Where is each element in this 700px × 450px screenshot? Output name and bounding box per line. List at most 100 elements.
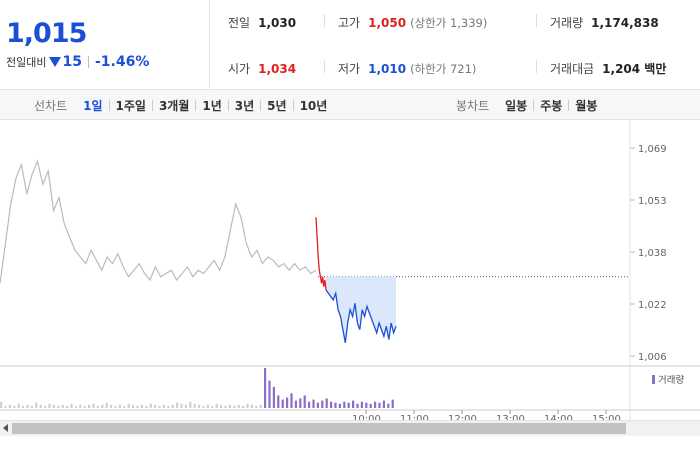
stat-value: 1,204 백만 [602, 62, 667, 76]
volume-bar [171, 404, 174, 408]
stat-label: 거래대금 [550, 62, 595, 76]
stat-label: 시가 [228, 62, 251, 76]
line-chart-tabs: 선차트 1일 1주일 3개월 1년 3년 5년 10년 [34, 90, 333, 120]
volume-bar [44, 405, 47, 408]
volume-bar [237, 404, 240, 408]
volume-bar [92, 403, 95, 408]
x-tick-label: 15:00 [592, 414, 621, 420]
volume-bar [387, 403, 390, 408]
volume-bar [374, 401, 377, 408]
stat-amount: 거래대금 1,204 백만 [550, 60, 666, 77]
stat-note: (상한가 1,339) [410, 16, 488, 30]
volume-bar [303, 395, 306, 408]
stat-value: 1,034 [258, 62, 297, 76]
volume-bar [17, 403, 20, 408]
volume-bar [193, 403, 196, 408]
volume-bar [255, 405, 258, 408]
stat-label: 전일 [228, 16, 251, 30]
range-tab[interactable]: 1주일 [115, 98, 146, 113]
x-tick-label: 14:00 [544, 414, 573, 420]
volume-bar [259, 404, 262, 408]
volume-bar [246, 403, 249, 408]
y-tick-label: 1,053 [638, 196, 667, 207]
stat-value: 1,174,838 [591, 16, 659, 30]
divider [533, 99, 535, 111]
scroll-left-icon[interactable] [3, 424, 8, 432]
volume-bar [220, 404, 223, 408]
volume-bar [105, 402, 108, 408]
today-up-series [315, 217, 327, 291]
previous-day-series [0, 159, 317, 284]
volume-bar [215, 403, 218, 408]
volume-bar [184, 404, 187, 408]
volume-bar [334, 402, 337, 408]
intraday-chart[interactable]: 1,069 1,053 1,038 1,022 1,006 거래량 10:00 11:00 12… [0, 120, 700, 420]
divider [536, 14, 537, 27]
volume-bar [308, 401, 311, 408]
divider [108, 99, 110, 111]
divider [292, 99, 294, 111]
volume-bar [228, 404, 231, 408]
divider [151, 99, 153, 111]
volume-bar [61, 404, 64, 408]
current-price: 1,015 [6, 18, 87, 49]
quote-header: 1,015 전일대비 15 -1.46% 전일 1,030 고가 1,050 (… [0, 0, 700, 90]
volume-bar [8, 404, 11, 408]
volume-bar [189, 401, 192, 408]
y-tick-label: 1,038 [638, 248, 667, 259]
stat-label: 고가 [338, 16, 361, 30]
range-tab[interactable]: 5년 [267, 98, 287, 113]
volume-bar [132, 404, 135, 408]
volume-bar [330, 401, 333, 408]
decline-area [326, 276, 396, 343]
volume-legend-label: 거래량 [658, 374, 684, 386]
volume-bar [83, 405, 86, 408]
volume-bar [176, 402, 179, 408]
volume-bar [369, 403, 372, 408]
volume-bar [272, 386, 275, 408]
volume-bar [4, 405, 7, 408]
volume-bar [321, 400, 324, 408]
volume-bar [264, 368, 267, 408]
candle-tab[interactable]: 일봉 [505, 98, 528, 113]
x-tick-label: 12:00 [448, 414, 477, 420]
volume-bar [136, 405, 139, 408]
volume-bar [26, 404, 29, 408]
range-tab[interactable]: 1일 [83, 98, 103, 113]
volume-bar [118, 404, 121, 408]
stat-open: 시가 1,034 [228, 60, 296, 77]
volume-bar [299, 398, 302, 408]
volume-bar [96, 405, 99, 408]
candle-tab[interactable]: 월봉 [575, 98, 598, 113]
candle-chart-title: 봉차트 [456, 98, 490, 113]
y-tick-label: 1,069 [638, 144, 667, 155]
volume-bar [74, 405, 77, 408]
volume-bar [250, 404, 253, 408]
range-tab[interactable]: 10년 [299, 98, 328, 113]
candle-tab[interactable]: 주봉 [540, 98, 563, 113]
range-tab[interactable]: 3년 [234, 98, 255, 113]
volume-bar [101, 404, 104, 408]
range-tab[interactable]: 1년 [202, 98, 222, 113]
volume-bar [88, 404, 91, 408]
x-tick-label: 10:00 [352, 414, 381, 420]
range-tab[interactable]: 3개월 [158, 98, 190, 113]
y-tick-label: 1,006 [638, 352, 667, 363]
scroll-thumb[interactable] [12, 423, 626, 434]
volume-bar [140, 404, 143, 408]
volume-bar [206, 404, 209, 408]
stat-value: 1,050 [368, 16, 407, 30]
stat-value: 1,010 [368, 62, 407, 76]
volume-bar [360, 401, 363, 408]
chart-scrollbar[interactable] [0, 420, 700, 436]
volume-bar [365, 402, 368, 408]
down-triangle-icon [49, 57, 62, 67]
volume-bar [114, 405, 117, 408]
divider [87, 56, 89, 68]
volume-bar [57, 405, 60, 408]
volume-bar [290, 393, 293, 408]
change-percent: -1.46% [94, 54, 150, 70]
divider [260, 99, 262, 111]
volume-bar [70, 403, 73, 408]
volume-bar [343, 401, 346, 408]
